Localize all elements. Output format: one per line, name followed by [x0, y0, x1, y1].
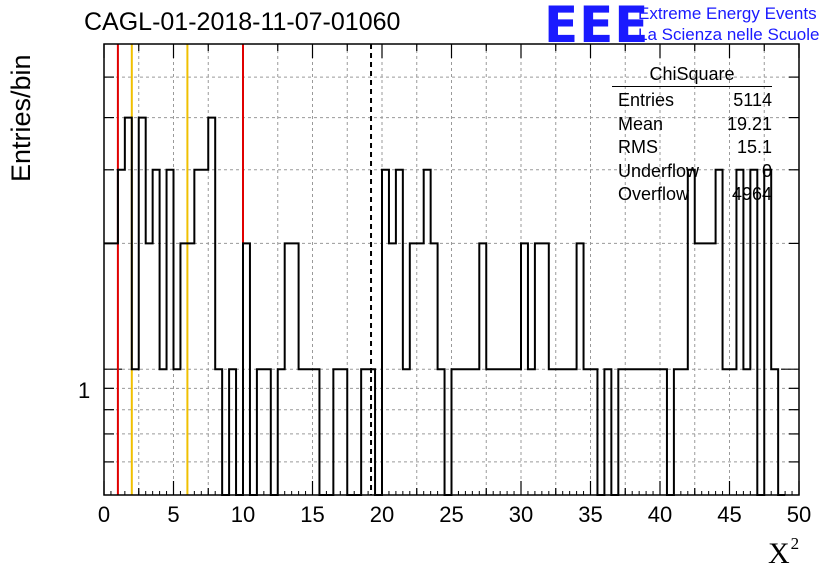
stats-row: Entries 5114 [612, 89, 772, 113]
logo-text: Extreme Energy Events La Scienza nelle S… [638, 3, 819, 45]
x-tick-label: 50 [787, 502, 811, 527]
y-axis-label: Entries/bin [6, 54, 36, 182]
eee-logo: EEE [544, 0, 650, 54]
logo-line-1: Extreme Energy Events [638, 4, 817, 23]
x-axis-label: X2 [768, 534, 800, 570]
stats-label: Overflow [618, 184, 690, 204]
x-tick-label: 45 [717, 502, 741, 527]
stats-row: Underflow 0 [612, 160, 772, 184]
stats-label: Mean [618, 113, 664, 134]
stats-box: ChiSquare Entries 5114 Mean 19.21 RMS 15… [612, 64, 772, 207]
stats-row: Mean 19.21 [612, 113, 772, 137]
x-tick-label: 30 [509, 502, 533, 527]
x-tick-label: 0 [98, 502, 110, 527]
x-tick-label: 25 [439, 502, 463, 527]
stats-value: 0 [761, 160, 772, 181]
x-tick-label: 20 [370, 502, 394, 527]
chart-title: CAGL-01-2018-11-07-01060 [84, 8, 401, 36]
stats-row: Overflow 4964 [612, 183, 772, 207]
stats-title: ChiSquare [612, 64, 772, 87]
x-tick-label: 40 [648, 502, 672, 527]
x-tick-labels: 0 5 10 15 20 25 30 35 40 45 50 [98, 502, 811, 527]
y-tick-label: 1 [78, 378, 91, 403]
x-tick-label: 5 [167, 502, 179, 527]
stats-value: 15.1 [736, 137, 772, 157]
stats-label: Underflow [618, 160, 700, 181]
logo-line-2: La Scienza nelle Scuole [638, 25, 820, 44]
stats-value: 4964 [731, 184, 772, 204]
x-tick-label: 15 [300, 502, 324, 527]
x-tick-label: 35 [578, 502, 602, 527]
stats-row: RMS 15.1 [612, 136, 772, 160]
stats-value: 19.21 [726, 113, 772, 134]
stats-label: RMS [618, 137, 658, 157]
stats-label: Entries [618, 90, 675, 110]
plot-frame [103, 43, 800, 496]
stats-value: 5114 [733, 90, 772, 110]
histogram-series [104, 116, 786, 496]
x-tick-label: 10 [231, 502, 255, 527]
